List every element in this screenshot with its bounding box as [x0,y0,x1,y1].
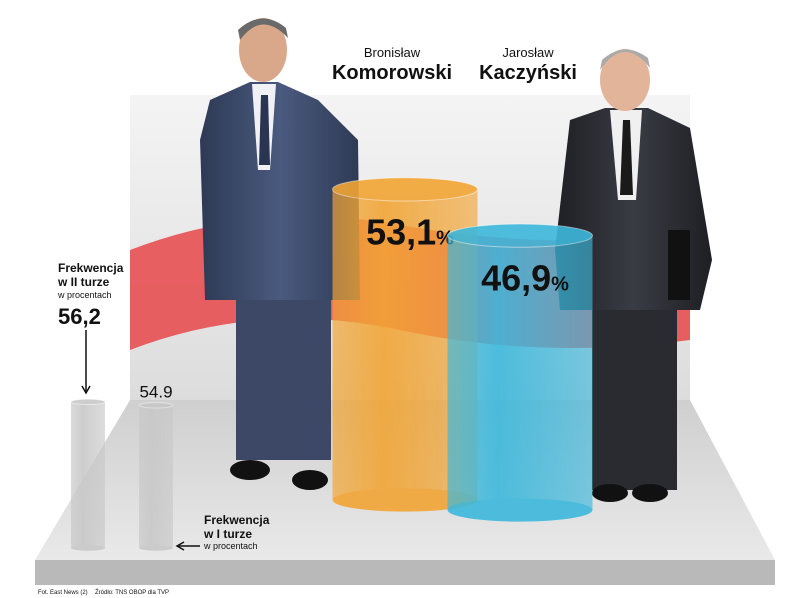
cylinder-top [447,223,593,248]
caption-unit: w procentach [57,290,112,300]
last-name: Komorowski [332,62,452,84]
cylinder-bar [70,398,106,551]
cylinder-top [70,398,106,406]
cylinder-body [71,401,105,548]
floor-edge [35,560,775,585]
caption-unit: w procentach [203,541,258,551]
cylinder-body [139,405,173,548]
value-label: 53,1% [366,211,454,252]
cylinder-bar [447,223,593,522]
caption-title: Frekwencja [204,513,270,527]
cylinder-top [138,402,174,409]
cylinder-body [447,235,593,510]
footnote: Fot. East News (2) [38,590,88,596]
person-photo [200,18,360,490]
arrow [81,330,200,551]
value-label: 54.9 [139,382,172,401]
footnote: Źródło: TNS OBOP dla TVP [95,589,169,596]
first-name: Bronisław [364,45,421,60]
first-name: Jarosław [502,45,554,60]
cylinder-top [332,177,478,202]
person-photo [555,49,712,502]
caption-category: w II turze [57,275,110,289]
last-name: Kaczyński [479,62,577,84]
caption-title: Frekwencja [58,261,124,275]
value-label: 56,2 [58,304,101,329]
cylinder-bar [138,402,174,551]
value-label: 46,9% [481,258,569,299]
caption-category: w I turze [203,527,252,541]
